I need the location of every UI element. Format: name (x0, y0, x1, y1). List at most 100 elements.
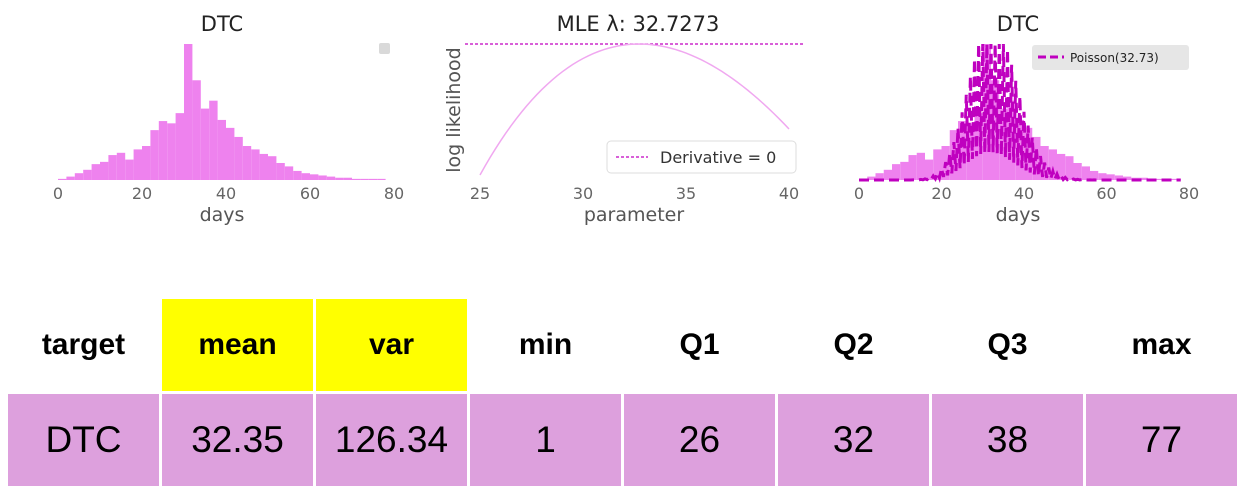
likelihood-svg: MLE λ: 32.7273 log likelihood 25 30 35 40 p… (443, 12, 805, 226)
header-mean: mean (162, 299, 313, 391)
histogram-bar (1090, 170, 1099, 180)
histogram-bar (217, 119, 226, 180)
header-var: var (316, 299, 467, 391)
x-tick-label: 80 (384, 184, 404, 203)
header-min: min (470, 299, 621, 391)
histogram-bar (335, 177, 344, 180)
histogram-bar (234, 136, 243, 180)
cell-var: 126.34 (316, 394, 467, 486)
x-tick-label: 35 (676, 184, 696, 203)
histogram-bar (301, 173, 310, 180)
histogram-bar (200, 108, 210, 180)
histogram-bar (883, 169, 892, 180)
header-target: target (8, 299, 159, 391)
x-tick-label: 60 (300, 184, 320, 203)
x-tick-label: 40 (216, 184, 236, 203)
histogram-bar (74, 173, 84, 180)
histogram-bar (100, 161, 109, 180)
chart-title: DTC (997, 12, 1039, 36)
histogram-bar (916, 152, 925, 180)
histogram-bar (226, 127, 235, 180)
histogram-bar (108, 155, 117, 180)
legend-box (606, 140, 797, 174)
histogram-bar (1106, 174, 1115, 180)
histogram-bar (268, 156, 277, 180)
cell-target: DTC (8, 394, 159, 486)
histogram-bar (83, 169, 92, 180)
histogram-bar (58, 178, 67, 180)
header-row: target mean var min Q1 Q2 Q3 max (8, 299, 1237, 391)
histogram-bar (1007, 100, 1016, 180)
x-tick-label: 80 (1179, 184, 1199, 203)
cell-mean: 32.35 (162, 394, 313, 486)
histogram-chart-right: DTC 0 20 40 60 80 days Poisson(32.73) (830, 0, 1245, 240)
log-likelihood-curve (479, 43, 790, 176)
header-q2: Q2 (778, 299, 929, 391)
x-axis-label: days (996, 204, 1041, 226)
histogram-bar (158, 121, 168, 180)
x-tick-label: 0 (854, 184, 864, 203)
histogram-bar (991, 80, 1000, 180)
histogram-bar (360, 178, 369, 180)
poisson-curve (859, 43, 1181, 184)
histogram-right-svg: DTC 0 20 40 60 80 days Poisson(32.73) (854, 12, 1199, 226)
histogram-bar (150, 130, 159, 180)
histogram-bar (1015, 119, 1024, 180)
histogram-bar (251, 149, 260, 180)
histogram-bar (116, 152, 126, 180)
histogram-bar (368, 178, 378, 180)
histogram-bar (908, 155, 917, 180)
histogram-bar (318, 175, 327, 180)
histogram-bar (1139, 177, 1148, 180)
x-tick-label: 40 (1014, 184, 1034, 203)
histogram-bar (1098, 173, 1107, 180)
histogram-bar (1048, 149, 1057, 180)
histogram-bar (925, 159, 934, 180)
legend-label: Derivative = 0 (660, 148, 776, 167)
chart-title: DTC (201, 12, 243, 36)
x-tick-label: 40 (779, 184, 799, 203)
histogram-bar (1073, 163, 1082, 180)
histogram-bar (284, 166, 294, 180)
cell-q3: 38 (932, 394, 1083, 486)
legend-label: Poisson(32.73) (1070, 51, 1159, 65)
header-max: max (1086, 299, 1237, 391)
histogram-bar (966, 123, 975, 180)
cell-q2: 32 (778, 394, 929, 486)
histogram-bar (875, 173, 884, 180)
histogram-bar (867, 176, 876, 180)
histogram-bar (66, 176, 75, 180)
x-tick-label: 0 (53, 184, 63, 203)
histogram-bar (125, 159, 134, 180)
x-tick-label: 20 (132, 184, 152, 203)
histogram-bar (167, 123, 176, 180)
cell-min: 1 (470, 394, 621, 486)
histogram-bar (184, 44, 193, 180)
x-tick-label: 25 (470, 184, 490, 203)
histogram-bar (133, 149, 142, 180)
histogram-chart-left: DTC 0 20 40 60 80 days (0, 0, 415, 240)
y-axis-label: log likelihood (443, 47, 465, 173)
histogram-bar (999, 108, 1008, 180)
histogram-bar (1057, 153, 1066, 180)
histogram-left-svg: DTC 0 20 40 60 80 days (53, 12, 404, 226)
histogram-bar (259, 153, 268, 180)
legend: Derivative = 0 (606, 140, 797, 174)
x-axis-label: parameter (584, 204, 684, 226)
histogram-bar (326, 176, 336, 180)
histogram-bar (209, 100, 218, 180)
histogram-bar (1156, 178, 1165, 180)
histogram-bar (310, 174, 319, 180)
histogram-bar (1065, 156, 1074, 180)
histogram-bar (343, 177, 352, 180)
histogram-bar (974, 113, 983, 180)
histogram-bar (276, 163, 285, 180)
histogram-bar (242, 146, 252, 180)
chart-title: MLE λ: 32.7273 (557, 12, 720, 36)
histogram-bar (91, 164, 100, 180)
histogram-bar (1123, 176, 1132, 180)
x-axis-label: days (200, 204, 245, 226)
header-q3: Q3 (932, 299, 1083, 391)
cell-q1: 26 (624, 394, 775, 486)
summary-stats-table: target mean var min Q1 Q2 Q3 max DTC 32.… (5, 296, 1240, 489)
